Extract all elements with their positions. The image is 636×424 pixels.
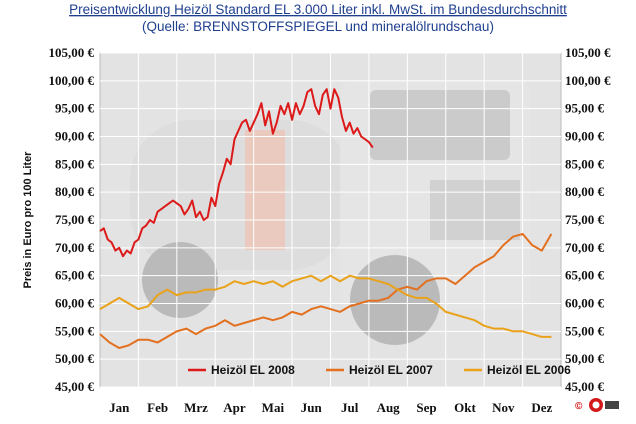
y-tick-label-left: 45,00 €	[55, 379, 95, 394]
y-tick-label-right: 105,00 €	[565, 45, 611, 60]
logo-mark	[605, 401, 619, 409]
y-ticks-right: 45,00 € 50,00 € 55,00 € 60,00 € 65,00 € 70,00…	[565, 45, 611, 394]
series-line	[99, 88, 374, 258]
y-tick-label-right: 75,00 €	[565, 212, 605, 227]
y-tick-label-left: 60,00 €	[55, 296, 95, 311]
x-tick-label: Sep	[416, 400, 436, 415]
copyright-symbol: ©	[575, 401, 583, 412]
x-tick-label: Feb	[147, 400, 168, 415]
y-tick-label-right: 65,00 €	[565, 268, 605, 283]
y-tick-label-right: 55,00 €	[565, 323, 605, 338]
logo: ©	[575, 398, 619, 412]
truck-photo	[130, 80, 530, 345]
x-tick-label: Jul	[341, 400, 359, 415]
truck-grille	[430, 180, 520, 240]
y-tick-label-left: 90,00 €	[55, 129, 95, 144]
chart-title: Preisentwicklung Heizöl Standard EL 3.00…	[69, 2, 567, 17]
truck-windshield	[370, 90, 510, 160]
truck-wheel-front	[350, 255, 440, 345]
legend-label: Heizöl EL 2006	[487, 363, 571, 377]
y-tick-label-right: 95,00 €	[565, 101, 605, 116]
x-ticks: Jan Feb Mrz Apr Mai Jun Jul Aug Sep Okt Nov Dez	[109, 400, 552, 415]
y-tick-label-right: 50,00 €	[565, 351, 605, 366]
y-tick-label-left: 50,00 €	[55, 351, 95, 366]
x-tick-label: Apr	[223, 400, 246, 415]
truck-tank-stripe	[245, 130, 285, 250]
y-tick-label-right: 80,00 €	[565, 184, 605, 199]
logo-icon-center	[592, 401, 600, 409]
y-tick-label-left: 100,00 €	[49, 73, 95, 88]
y-tick-label-right: 45,00 €	[565, 379, 605, 394]
y-tick-label-right: 90,00 €	[565, 129, 605, 144]
x-tick-label: Okt	[454, 400, 476, 415]
y-tick-label-left: 80,00 €	[55, 184, 95, 199]
y-tick-label-left: 55,00 €	[55, 323, 95, 338]
y-tick-label-left: 85,00 €	[55, 156, 95, 171]
x-tick-label: Dez	[531, 400, 552, 415]
y-tick-label-right: 70,00 €	[565, 240, 605, 255]
truck-wheel-rear	[142, 242, 218, 318]
y-axis-label: Preis in Euro pro 100 Liter	[22, 151, 34, 289]
y-tick-label-left: 65,00 €	[55, 268, 95, 283]
y-ticks-left: 45,00 € 50,00 € 55,00 € 60,00 € 65,00 € 70,00…	[49, 45, 95, 394]
series-line	[99, 274, 552, 338]
y-tick-label-right: 60,00 €	[565, 296, 605, 311]
x-tick-label: Aug	[377, 400, 401, 415]
y-tick-label-left: 75,00 €	[55, 212, 95, 227]
y-tick-label-left: 70,00 €	[55, 240, 95, 255]
x-tick-label: Jun	[301, 400, 323, 415]
chart-subtitle: (Quelle: BRENNSTOFFSPIEGEL und mineralöl…	[142, 19, 494, 34]
x-tick-label: Mai	[262, 400, 285, 415]
x-tick-label: Mrz	[184, 400, 208, 415]
series-line	[99, 232, 553, 349]
series-layer	[99, 88, 553, 349]
y-tick-label-right: 100,00 €	[565, 73, 611, 88]
y-tick-label-right: 85,00 €	[565, 156, 605, 171]
truck-tank	[130, 120, 350, 270]
legend-label: Heizöl EL 2007	[349, 363, 433, 377]
y-tick-label-left: 95,00 €	[55, 101, 95, 116]
grid	[100, 52, 561, 388]
y-tick-label-left: 105,00 €	[49, 45, 95, 60]
legend-label: Heizöl EL 2008	[211, 363, 295, 377]
x-tick-label: Jan	[109, 400, 130, 415]
x-tick-label: Nov	[492, 400, 515, 415]
legend: Heizöl EL 2008 Heizöl EL 2007 Heizöl EL 20…	[188, 363, 571, 377]
